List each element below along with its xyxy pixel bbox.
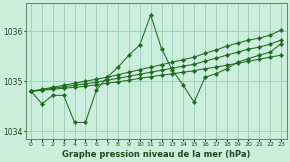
X-axis label: Graphe pression niveau de la mer (hPa): Graphe pression niveau de la mer (hPa) bbox=[62, 150, 250, 159]
